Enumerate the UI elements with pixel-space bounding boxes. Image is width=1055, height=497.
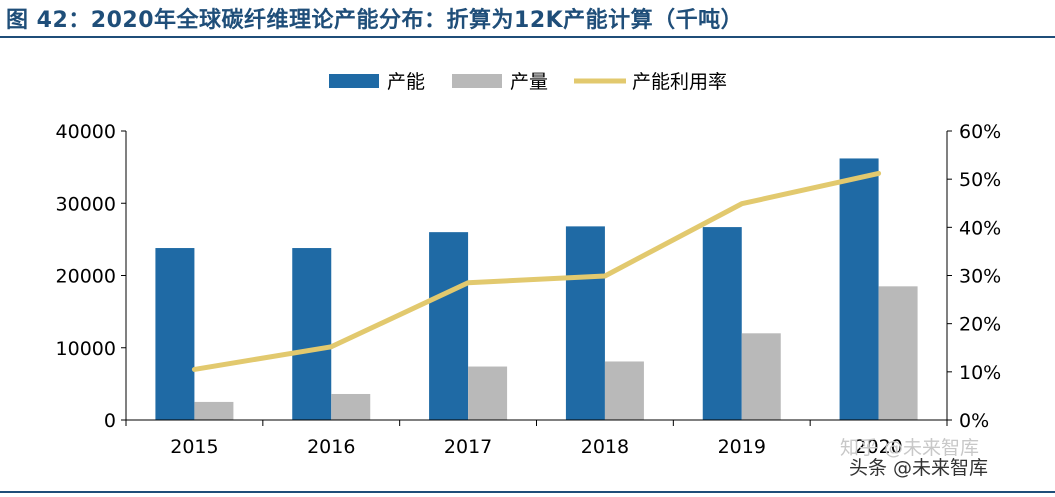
- watermark-toutiao: 头条 @未来智库: [849, 457, 989, 479]
- title-divider: [0, 36, 1055, 38]
- right-tick-label: 60%: [959, 121, 1001, 143]
- bar-capacity: [565, 226, 605, 420]
- right-tick-label: 50%: [959, 169, 1001, 191]
- legend-capacity-label: 产能: [387, 71, 425, 93]
- chart-title: 图 42：2020年全球碳纤维理论产能分布：折算为12K产能计算（千吨）: [6, 8, 744, 33]
- x-tick-label: 2020: [854, 436, 902, 458]
- x-tick-label: 2015: [170, 436, 218, 458]
- right-tick-label: 40%: [959, 217, 1001, 239]
- left-tick-label: 0: [104, 410, 116, 432]
- bar-output: [331, 393, 371, 420]
- legend-utilization-label: 产能利用率: [632, 71, 727, 93]
- x-axis: 2015 2016 2017 2018 2019 2020: [125, 419, 948, 458]
- bar-output: [194, 401, 234, 420]
- left-tick-label: 20000: [56, 266, 116, 288]
- x-tick-label: 2018: [581, 436, 629, 458]
- right-tick-label: 30%: [959, 266, 1001, 288]
- left-tick-label: 40000: [56, 121, 116, 143]
- bar-output: [604, 361, 644, 420]
- bottom-divider: [0, 491, 1055, 493]
- bar-capacity: [429, 232, 469, 420]
- legend-output-swatch: [452, 74, 502, 88]
- utilization-line-path: [191, 170, 882, 372]
- bar-capacity: [702, 227, 742, 420]
- bar-output: [468, 366, 508, 420]
- bar-output: [878, 286, 918, 420]
- left-tick-label: 30000: [56, 193, 116, 215]
- right-axis: 0% 10% 20% 30% 40% 50% 60%: [946, 121, 1001, 432]
- x-tick-label: 2019: [718, 436, 766, 458]
- bar-output: [741, 333, 781, 420]
- legend-capacity-swatch: [329, 74, 379, 88]
- x-tick-label: 2017: [444, 436, 492, 458]
- left-tick-label: 10000: [56, 338, 116, 360]
- x-tick-label: 2016: [307, 436, 355, 458]
- utilization-line: [191, 170, 882, 372]
- legend-output-label: 产量: [510, 71, 548, 93]
- bar-capacity: [839, 158, 879, 420]
- left-axis: 0 10000 20000 30000 40000: [56, 121, 127, 432]
- bars: [155, 158, 918, 420]
- bar-capacity: [155, 248, 195, 420]
- right-tick-label: 10%: [959, 362, 1001, 384]
- legend: 产能 产量 产能利用率: [329, 71, 727, 93]
- right-tick-label: 20%: [959, 314, 1001, 336]
- bar-capacity: [292, 248, 332, 420]
- watermark-zhihu: 知乎 @未来智库: [840, 437, 980, 459]
- right-tick-label: 0%: [959, 410, 989, 432]
